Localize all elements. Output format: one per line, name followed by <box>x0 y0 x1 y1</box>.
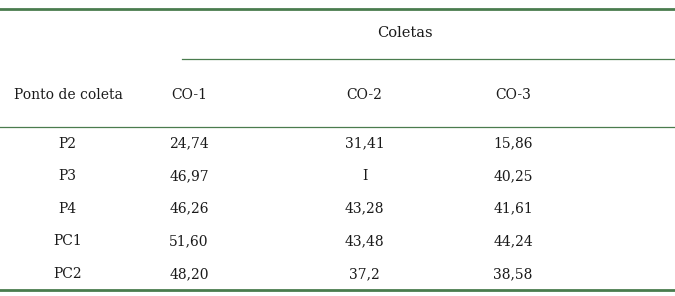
Text: 48,20: 48,20 <box>169 267 209 281</box>
Text: 43,48: 43,48 <box>345 234 384 248</box>
Text: CO-1: CO-1 <box>171 88 207 102</box>
Text: I: I <box>362 169 367 183</box>
Text: 31,41: 31,41 <box>345 136 384 151</box>
Text: P3: P3 <box>59 169 76 183</box>
Text: P4: P4 <box>59 202 76 216</box>
Text: P2: P2 <box>59 136 76 151</box>
Text: CO-2: CO-2 <box>346 88 383 102</box>
Text: 46,97: 46,97 <box>169 169 209 183</box>
Text: Ponto de coleta: Ponto de coleta <box>14 88 122 102</box>
Text: 51,60: 51,60 <box>169 234 209 248</box>
Text: 24,74: 24,74 <box>169 136 209 151</box>
Text: Coletas: Coletas <box>377 25 433 40</box>
Text: PC2: PC2 <box>53 267 82 281</box>
Text: 41,61: 41,61 <box>493 202 533 216</box>
Text: 37,2: 37,2 <box>349 267 380 281</box>
Text: 46,26: 46,26 <box>169 202 209 216</box>
Text: 43,28: 43,28 <box>345 202 384 216</box>
Text: 44,24: 44,24 <box>493 234 533 248</box>
Text: PC1: PC1 <box>53 234 82 248</box>
Text: CO-3: CO-3 <box>495 88 531 102</box>
Text: 15,86: 15,86 <box>493 136 533 151</box>
Text: 40,25: 40,25 <box>493 169 533 183</box>
Text: 38,58: 38,58 <box>493 267 533 281</box>
